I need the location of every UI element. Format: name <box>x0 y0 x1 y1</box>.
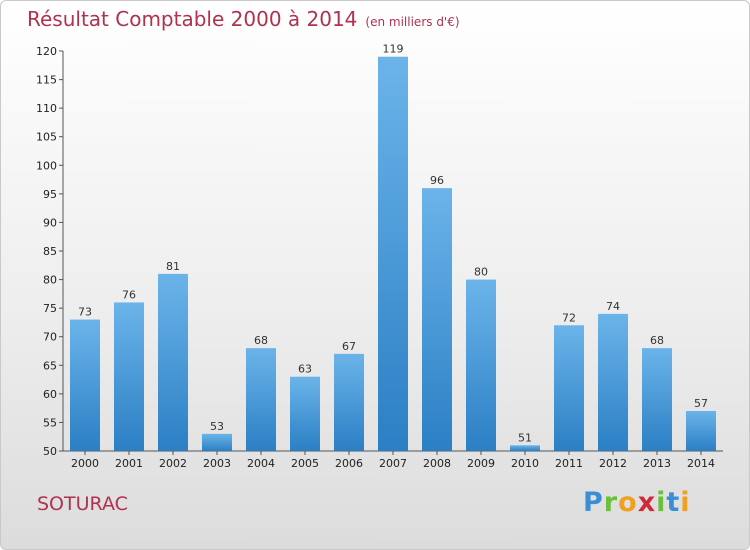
x-tick-label: 2005 <box>291 457 319 470</box>
bar-value-label: 96 <box>430 174 444 187</box>
y-tick-label: 60 <box>43 388 57 401</box>
x-tick-label: 2003 <box>203 457 231 470</box>
y-tick-label: 80 <box>43 274 57 287</box>
logo-letter: i <box>656 487 667 518</box>
logo-letter: o <box>618 487 638 518</box>
bar-value-label: 53 <box>210 420 224 433</box>
x-tick-label: 2013 <box>643 457 671 470</box>
x-tick-label: 2012 <box>599 457 627 470</box>
y-tick-label: 65 <box>43 359 57 372</box>
bar <box>114 302 144 451</box>
x-tick-label: 2011 <box>555 457 583 470</box>
y-tick-label: 85 <box>43 245 57 258</box>
y-tick-label: 105 <box>36 131 57 144</box>
x-tick-label: 2014 <box>687 457 715 470</box>
y-tick-label: 55 <box>43 416 57 429</box>
bar <box>246 348 276 451</box>
chart-title-block: Résultat Comptable 2000 à 2014 (en millie… <box>27 7 460 31</box>
logo-letter: P <box>583 487 604 518</box>
bar-value-label: 80 <box>474 266 488 279</box>
bar-value-label: 63 <box>298 363 312 376</box>
logo-letter: r <box>603 487 619 518</box>
chart-unit: (en milliers d'€) <box>365 15 460 29</box>
x-tick-label: 2008 <box>423 457 451 470</box>
bar <box>422 188 452 451</box>
x-tick-label: 2009 <box>467 457 495 470</box>
bar-value-label: 74 <box>606 300 620 313</box>
y-tick-label: 75 <box>43 302 57 315</box>
bar <box>378 56 408 451</box>
x-tick-label: 2010 <box>511 457 539 470</box>
bar-value-label: 72 <box>562 311 576 324</box>
bar <box>334 353 364 451</box>
x-tick-label: 2000 <box>71 457 99 470</box>
proxiti-logo: Proxiti <box>583 487 691 518</box>
chart-labels: 2000 73 2001 76 2002 81 2003 53 2004 68 2005 63 2006… <box>71 43 715 470</box>
y-tick-label: 115 <box>36 74 57 87</box>
bar-value-label: 119 <box>383 43 404 56</box>
bar <box>642 348 672 451</box>
bar <box>158 273 188 451</box>
logo-letter: x <box>637 487 657 518</box>
bar <box>686 411 716 451</box>
y-tick-label: 70 <box>43 331 57 344</box>
bar <box>290 376 320 451</box>
x-tick-label: 2004 <box>247 457 275 470</box>
bar <box>202 433 232 451</box>
y-tick-label: 90 <box>43 216 57 229</box>
bar-value-label: 57 <box>694 397 708 410</box>
bar-value-label: 76 <box>122 288 136 301</box>
x-tick-label: 2002 <box>159 457 187 470</box>
bar <box>554 325 584 451</box>
bar-value-label: 51 <box>518 431 532 444</box>
y-tick-label: 100 <box>36 159 57 172</box>
x-tick-label: 2006 <box>335 457 363 470</box>
y-tick-label: 95 <box>43 188 57 201</box>
bar <box>598 313 628 451</box>
logo-letter: t <box>666 487 681 518</box>
logo-letter: i <box>680 487 691 518</box>
x-tick-label: 2007 <box>379 457 407 470</box>
bar <box>70 319 100 451</box>
chart-title: Résultat Comptable 2000 à 2014 <box>27 7 358 31</box>
bar <box>466 279 496 451</box>
bar-value-label: 81 <box>166 260 180 273</box>
x-tick-label: 2001 <box>115 457 143 470</box>
bar-value-label: 73 <box>78 306 92 319</box>
chart-axes: 50 55 60 65 70 75 80 85 90 95 100 105 110 115 120 <box>36 45 723 458</box>
bar-value-label: 68 <box>254 334 268 347</box>
bar-value-label: 67 <box>342 340 356 353</box>
bar <box>510 445 540 451</box>
y-tick-label: 120 <box>36 45 57 58</box>
bar-value-label: 68 <box>650 334 664 347</box>
commune-name: SOTURAC <box>37 493 128 515</box>
chart-bars <box>70 56 716 451</box>
y-tick-label: 110 <box>36 102 57 115</box>
y-tick-label: 50 <box>43 445 57 458</box>
